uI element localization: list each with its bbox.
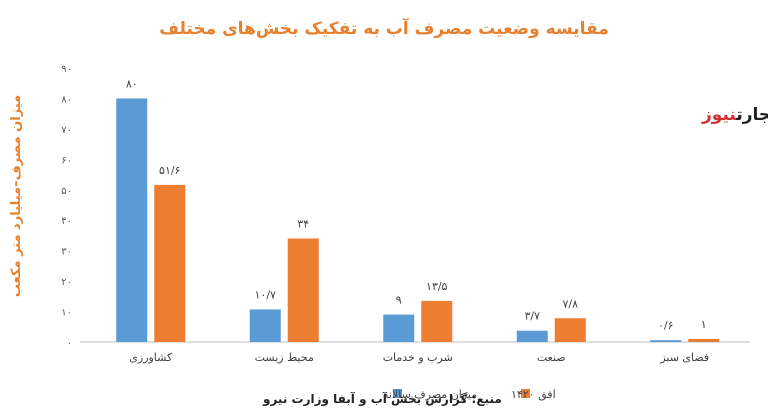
legend-swatch bbox=[521, 389, 530, 398]
category-label: صنعت bbox=[537, 351, 566, 364]
y-tick-label: ۳۰ bbox=[61, 247, 72, 258]
source-note: منبع: گزارش بخش آب و آبفا وزارت نیرو bbox=[262, 391, 502, 407]
data-label: ۵۱/۶ bbox=[159, 164, 180, 177]
legend-label: میزان مصرف سالانه bbox=[383, 388, 477, 401]
bar bbox=[116, 98, 148, 342]
y-tick-label: ۰ bbox=[67, 338, 72, 349]
data-label: ۰/۶ bbox=[658, 319, 674, 332]
data-label: ۷/۸ bbox=[562, 297, 578, 310]
legend-swatch bbox=[393, 389, 402, 398]
data-label: ۸۰ bbox=[126, 77, 138, 90]
category-labels: کشاورزی محیط زیست شرب و خدمات صنعت فضای سبز bbox=[129, 351, 709, 364]
legend-label: افق ۱۴۲۰ bbox=[511, 388, 556, 402]
bar bbox=[154, 184, 186, 342]
y-axis-label: میزان مصرف–میلیارد متر مکعب bbox=[9, 95, 24, 297]
data-label: ۱۳/۵ bbox=[426, 280, 448, 293]
bar bbox=[287, 238, 319, 342]
bar bbox=[516, 330, 548, 342]
y-tick-label: ۷۰ bbox=[61, 125, 72, 136]
logo-part2: نیوز bbox=[701, 105, 737, 125]
bar bbox=[554, 318, 586, 342]
bar bbox=[383, 314, 415, 342]
y-tick-label: ۴۰ bbox=[61, 216, 72, 227]
bars bbox=[116, 98, 720, 342]
bar bbox=[421, 300, 453, 342]
y-tick-label: ۸۰ bbox=[61, 94, 72, 105]
data-label: ۳/۷ bbox=[524, 310, 540, 323]
logo-part1: تجارت bbox=[735, 105, 768, 125]
data-label: ۳۴ bbox=[297, 217, 309, 230]
y-tick-label: ۵۰ bbox=[61, 186, 72, 197]
category-label: کشاورزی bbox=[129, 351, 173, 364]
bar bbox=[650, 340, 682, 342]
bar bbox=[249, 309, 281, 342]
legend: میزان مصرف سالانه افق ۱۴۲۰ bbox=[383, 388, 556, 402]
chart-title: مقایسه وضعیت مصرف آب به تفکیک بخش‌های مخ… bbox=[159, 17, 608, 39]
y-tick-label: ۹۰ bbox=[61, 64, 72, 75]
y-axis-ticks: ۰ ۱۰ ۲۰ ۳۰ ۴۰ ۵۰ ۶۰ ۷۰ ۸۰ ۹۰ bbox=[61, 64, 72, 349]
y-tick-label: ۱۰ bbox=[61, 308, 72, 319]
data-label: ۱ bbox=[701, 318, 707, 331]
y-tick-label: ۲۰ bbox=[61, 277, 72, 288]
logo: تجارتنیوز bbox=[701, 105, 768, 125]
data-label: ۹ bbox=[396, 294, 402, 307]
category-label: محیط زیست bbox=[255, 351, 314, 364]
data-labels: ۸۰ ۵۱/۶ ۱۰/۷ ۳۴ ۹ ۱۳/۵ ۳/۷ ۷/۸ ۰/۶ ۱ bbox=[126, 77, 707, 332]
y-tick-label: ۶۰ bbox=[61, 155, 72, 166]
svg-text:تجارتنیوز: تجارتنیوز bbox=[701, 105, 768, 125]
data-label: ۱۰/۷ bbox=[255, 288, 277, 301]
bar bbox=[688, 338, 720, 342]
category-label: شرب و خدمات bbox=[383, 351, 453, 364]
category-label: فضای سبز bbox=[659, 351, 709, 364]
